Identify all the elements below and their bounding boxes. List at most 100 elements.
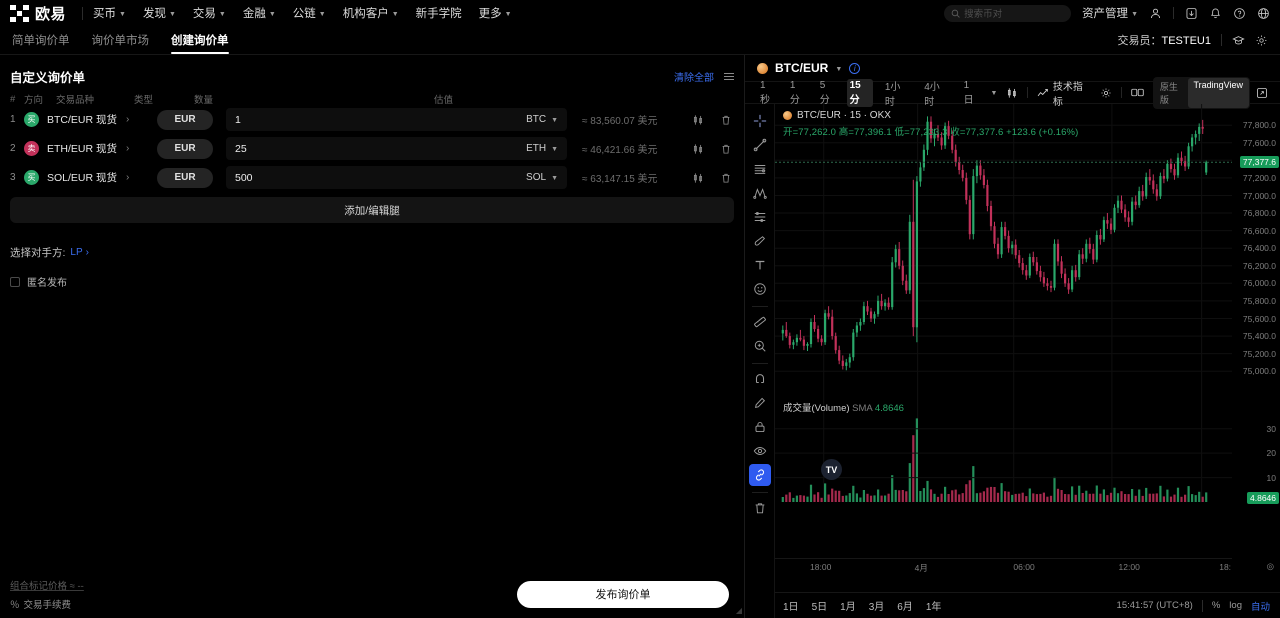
time-settings-icon[interactable]: ◎ [1266, 561, 1274, 571]
delete-icon[interactable] [720, 143, 732, 155]
quantity-input[interactable]: 1 BTC ▼ [226, 108, 567, 131]
fullscreen-icon[interactable] [1256, 87, 1268, 99]
trash-icon[interactable] [749, 497, 771, 519]
user-icon[interactable] [1149, 7, 1162, 20]
mode-tradingview[interactable]: TradingView [1187, 77, 1250, 108]
nav-item-trade[interactable]: 交易 ▼ [193, 5, 226, 21]
timeframe-1h[interactable]: 1小时 [884, 81, 901, 108]
currency-selector[interactable]: ETH ▼ [526, 143, 558, 154]
tab-simple-rfq[interactable]: 简单询价单 [12, 26, 70, 54]
tradingview-logo[interactable]: TV [821, 459, 842, 480]
delete-icon[interactable] [720, 172, 732, 184]
trend-line-icon[interactable] [749, 134, 771, 156]
search-input[interactable]: 搜索币对 [944, 4, 1072, 22]
nav-item-finance[interactable]: 金融 ▼ [243, 5, 276, 21]
side-badge[interactable]: 买 [24, 112, 39, 127]
sync-link-icon[interactable] [748, 464, 771, 486]
nav-item-buy-crypto[interactable]: 买币 ▼ [93, 5, 126, 21]
fib-retracement-icon[interactable] [749, 206, 771, 228]
globe-icon[interactable] [1257, 7, 1270, 20]
chart-pair-name[interactable]: BTC/EUR [775, 61, 829, 75]
measure-ruler-icon[interactable] [749, 311, 771, 333]
nav-item-discover[interactable]: 发现 ▼ [143, 5, 176, 21]
range-1y[interactable]: 1年 [925, 602, 942, 613]
range-3m[interactable]: 3月 [868, 602, 885, 613]
mode-native[interactable]: 原生版 [1159, 81, 1178, 105]
type-pill[interactable]: EUR [157, 138, 213, 159]
lock-icon[interactable] [749, 416, 771, 438]
table-row[interactable]: 1 买 BTC/EUR 现货 › EUR 1 BTC ▼ ≈ 83,560.07… [10, 108, 734, 131]
gear-icon[interactable] [1255, 34, 1268, 47]
gear-icon[interactable] [1100, 87, 1112, 99]
nav-item-chain[interactable]: 公链 ▼ [293, 5, 326, 21]
price-axis[interactable]: 77,800.077,600.077,400.077,200.077,000.0… [1232, 104, 1280, 558]
range-5d[interactable]: 5日 [811, 602, 828, 613]
graduation-cap-icon[interactable] [1232, 34, 1245, 47]
clear-all-button[interactable]: 清除全部 [674, 72, 714, 84]
type-pill[interactable]: EUR [157, 109, 213, 130]
range-1d[interactable]: 1日 [783, 602, 799, 613]
help-icon[interactable] [1233, 7, 1246, 20]
publish-rfq-button[interactable]: 发布询价单 [517, 580, 729, 608]
candlestick-icon[interactable] [692, 114, 704, 126]
eye-visibility-icon[interactable] [749, 440, 771, 462]
counterparty-selector[interactable]: LP › [70, 247, 89, 258]
draw-mode-icon[interactable] [749, 392, 771, 414]
nav-item-institutional[interactable]: 机构客户 ▼ [343, 5, 399, 21]
brush-icon[interactable] [749, 230, 771, 252]
magnet-icon[interactable] [749, 368, 771, 390]
currency-selector[interactable]: SOL ▼ [526, 172, 558, 183]
auto-scale-toggle[interactable]: 自动 [1250, 601, 1270, 613]
price-chart-plot[interactable]: BTC/EUR · 15 · OKX 开=77,262.0 高=77,396.1… [775, 104, 1232, 558]
candlestick-icon[interactable] [692, 172, 704, 184]
log-scale-toggle[interactable]: log [1229, 600, 1242, 611]
emoji-icon[interactable] [749, 278, 771, 300]
timeframe-1m[interactable]: 1分 [789, 79, 800, 106]
add-edit-leg-button[interactable]: 添加/编辑腿 [10, 197, 734, 223]
delete-icon[interactable] [720, 114, 732, 126]
side-badge[interactable]: 买 [24, 170, 39, 185]
side-badge[interactable]: 卖 [24, 141, 39, 156]
quantity-input[interactable]: 500 SOL ▼ [226, 166, 567, 189]
tab-create-rfq[interactable]: 创建询价单 [171, 26, 229, 54]
text-icon[interactable] [749, 254, 771, 276]
quantity-input[interactable]: 25 ETH ▼ [226, 137, 567, 160]
download-icon[interactable] [1185, 7, 1198, 20]
table-row[interactable]: 2 卖 ETH/EUR 现货 › EUR 25 ETH ▼ ≈ 46,421.6… [10, 137, 734, 160]
indicators-button[interactable]: 技术指标 [1037, 78, 1091, 108]
pattern-icon[interactable] [749, 182, 771, 204]
nav-item-academy[interactable]: 新手学院 [416, 5, 462, 21]
bell-icon[interactable] [1209, 7, 1222, 20]
candlestick-type-icon[interactable] [1006, 87, 1018, 99]
crosshair-icon[interactable] [749, 110, 771, 132]
range-1m[interactable]: 1月 [840, 602, 856, 613]
nav-item-more[interactable]: 更多 ▼ [479, 5, 512, 21]
anonymous-checkbox[interactable] [10, 276, 20, 287]
symbol-selector[interactable]: BTC/EUR 现货 › [47, 112, 157, 127]
symbol-selector[interactable]: SOL/EUR 现货 › [47, 170, 157, 185]
horizontal-lines-icon[interactable] [749, 158, 771, 180]
chevron-down-icon[interactable]: ▼ [990, 90, 998, 97]
layout-icon[interactable] [1131, 87, 1144, 98]
tab-rfq-market[interactable]: 询价单市场 [92, 26, 150, 54]
percent-scale-toggle[interactable]: % [1211, 600, 1221, 611]
timeframe-1d[interactable]: 1日 [963, 79, 974, 106]
zoom-in-icon[interactable] [749, 335, 771, 357]
timeframe-15m[interactable]: 15分 [846, 78, 873, 107]
timeframe-4h[interactable]: 4小时 [924, 81, 940, 108]
symbol-selector[interactable]: ETH/EUR 现货 › [47, 141, 157, 156]
candlestick-icon[interactable] [692, 143, 704, 155]
currency-selector[interactable]: BTC ▼ [526, 114, 558, 125]
chevron-down-icon[interactable]: ▼ [835, 65, 843, 73]
assets-menu[interactable]: 资产管理 ▼ [1082, 5, 1138, 21]
timeframe-1s[interactable]: 1秒 [760, 79, 770, 106]
timeframe-5m[interactable]: 5分 [819, 79, 830, 106]
table-row[interactable]: 3 买 SOL/EUR 现货 › EUR 500 SOL ▼ ≈ 63,147.… [10, 166, 734, 189]
range-6m[interactable]: 6月 [897, 602, 913, 613]
time-axis[interactable]: 18:00 4月 06:00 12:00 18: ◎ [775, 558, 1274, 574]
menu-icon[interactable] [724, 72, 734, 80]
info-icon[interactable]: i [849, 62, 861, 74]
resize-handle[interactable]: ◢ [735, 606, 742, 615]
brand-logo[interactable]: 欧易 [10, 3, 66, 24]
type-pill[interactable]: EUR [157, 167, 213, 188]
